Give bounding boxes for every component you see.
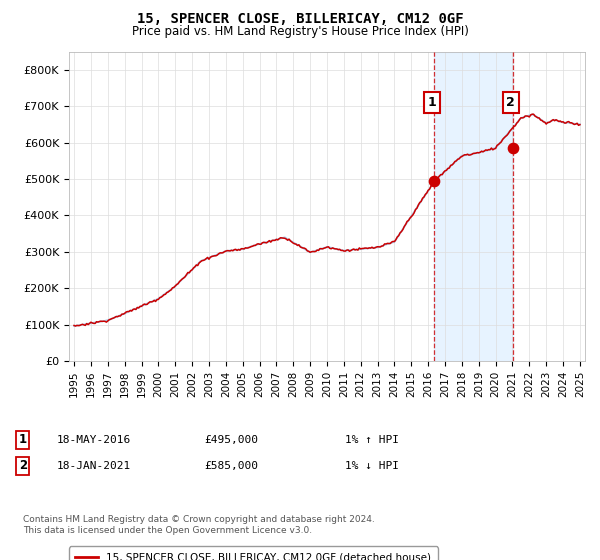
Text: 2: 2 bbox=[19, 459, 27, 473]
Point bbox=[430, 176, 439, 185]
Text: 15, SPENCER CLOSE, BILLERICAY, CM12 0GF: 15, SPENCER CLOSE, BILLERICAY, CM12 0GF bbox=[137, 12, 463, 26]
Text: 1: 1 bbox=[428, 96, 436, 109]
Text: £495,000: £495,000 bbox=[204, 435, 258, 445]
Text: Price paid vs. HM Land Registry's House Price Index (HPI): Price paid vs. HM Land Registry's House … bbox=[131, 25, 469, 38]
Text: Contains HM Land Registry data © Crown copyright and database right 2024.
This d: Contains HM Land Registry data © Crown c… bbox=[23, 515, 374, 535]
Text: 1% ↓ HPI: 1% ↓ HPI bbox=[345, 461, 399, 471]
Point bbox=[509, 143, 518, 152]
Text: 1% ↑ HPI: 1% ↑ HPI bbox=[345, 435, 399, 445]
Text: 18-MAY-2016: 18-MAY-2016 bbox=[57, 435, 131, 445]
Text: 2: 2 bbox=[506, 96, 515, 109]
Bar bbox=[434, 52, 514, 361]
Text: 1: 1 bbox=[19, 433, 27, 446]
Text: 18-JAN-2021: 18-JAN-2021 bbox=[57, 461, 131, 471]
Text: £585,000: £585,000 bbox=[204, 461, 258, 471]
Legend: 15, SPENCER CLOSE, BILLERICAY, CM12 0GF (detached house), HPI: Average price, de: 15, SPENCER CLOSE, BILLERICAY, CM12 0GF … bbox=[69, 547, 438, 560]
